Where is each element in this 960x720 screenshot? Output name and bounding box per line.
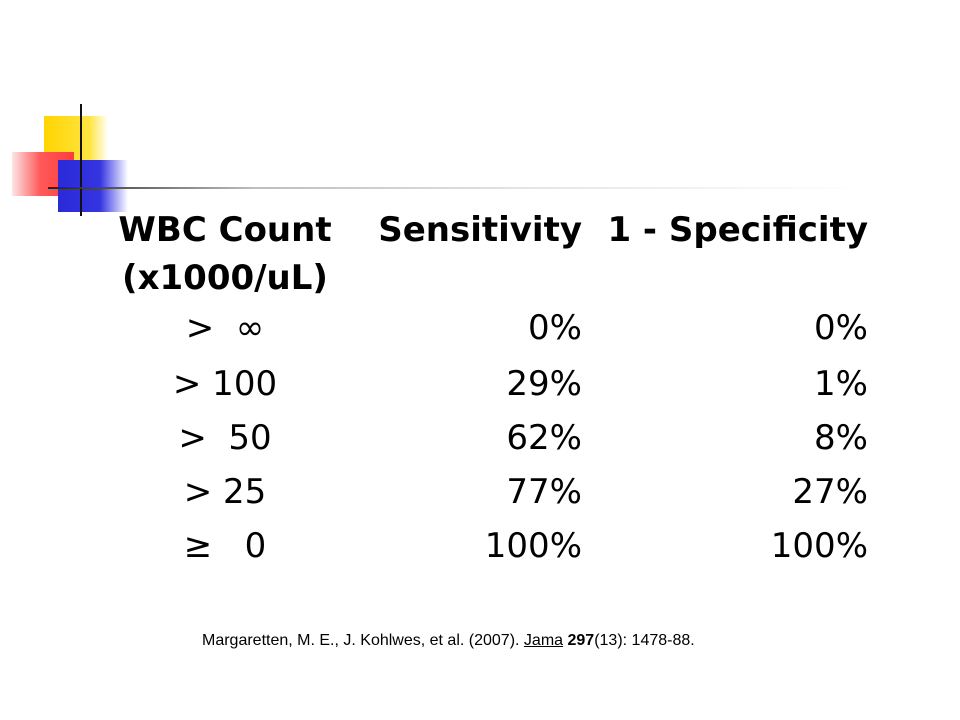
header-sensitivity: Sensitivity [378, 210, 582, 250]
one-minus-specificity-value: 0% [814, 308, 868, 348]
citation: Margaretten, M. E., J. Kohlwes, et al. (… [202, 632, 695, 650]
sensitivity-value: 100% [484, 526, 582, 566]
sensitivity-value: 62% [506, 418, 582, 458]
one-minus-specificity-value: 100% [770, 526, 868, 566]
sensitivity-value: 29% [506, 364, 582, 404]
citation-authors: Margaretten, M. E., J. Kohlwes, et al. (… [202, 632, 524, 649]
wbc-threshold: > 25 [183, 472, 267, 512]
sensitivity-value: 0% [528, 308, 582, 348]
one-minus-specificity-value: 8% [814, 418, 868, 458]
citation-pages: (13): 1478-88. [594, 632, 695, 649]
wbc-threshold: > 100 [172, 364, 278, 404]
wbc-threshold: ≥ 0 [183, 526, 267, 566]
sensitivity-value: 77% [506, 472, 582, 512]
one-minus-specificity-value: 1% [814, 364, 868, 404]
header-wbc-count: WBC Count [118, 210, 332, 250]
header-wbc-unit: (x1000/uL) [122, 258, 328, 298]
title-rule [48, 187, 868, 189]
citation-journal: Jama [523, 632, 564, 649]
wbc-threshold: > 50 [178, 418, 272, 458]
wbc-threshold: > ∞ [185, 308, 265, 348]
header-one-minus-specificity: 1 - Specificity [607, 210, 868, 250]
blue-square [58, 160, 128, 212]
slide-decoration [0, 0, 140, 220]
one-minus-specificity-value: 27% [792, 472, 868, 512]
vertical-rule [80, 104, 82, 216]
citation-volume: 297 [567, 632, 595, 649]
